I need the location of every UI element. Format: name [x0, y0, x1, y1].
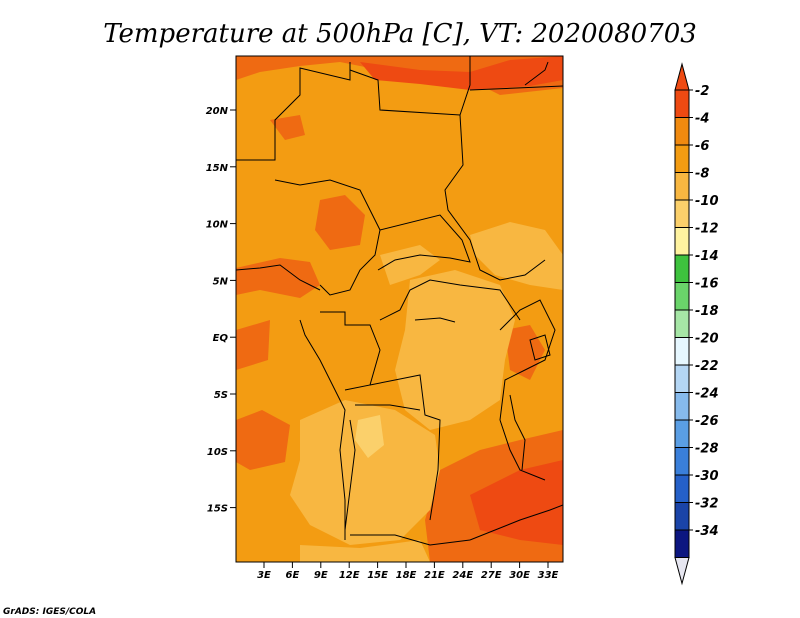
colorbar-label: -6 [695, 139, 709, 154]
cool-region-south [300, 540, 430, 562]
lat-tick-label: 5N [213, 276, 229, 287]
cool-region-angola [290, 400, 440, 545]
border-car [377, 214, 471, 271]
map-frame [235, 55, 564, 563]
colorbar-label: -16 [695, 277, 719, 292]
border-niger-chad [349, 56, 471, 116]
colorbar-swatch [674, 337, 690, 366]
hot-region-north [360, 56, 563, 90]
colorbar-label: -24 [695, 387, 719, 402]
coastline-gulf [236, 264, 321, 291]
lon-tick-label: 27E [481, 570, 502, 581]
border-zimbabwe [469, 504, 563, 541]
warm-region-angola-coast [236, 410, 290, 470]
colorbar-swatch [674, 89, 690, 118]
colorbar-swatch [674, 419, 690, 448]
lon-tick-label: 15E [367, 570, 388, 581]
lat-tick-label: 15N [206, 163, 229, 174]
colorbar-swatch [674, 117, 690, 146]
map-title: Temperature at 500hPa [C], VT: 202008070… [103, 19, 697, 49]
colorbar-label: -20 [695, 332, 719, 347]
hot-region-southeast [470, 460, 563, 545]
colorbar-swatch [674, 447, 690, 476]
lon-tick-label: 6E [286, 570, 300, 581]
colorbar-swatch [674, 282, 690, 311]
colorbar-label: -28 [695, 442, 719, 457]
colorbar-label: -22 [695, 359, 719, 374]
lat-tick-label: 15S [207, 504, 228, 515]
lat-tick-label: 10S [207, 447, 228, 458]
border-drc-angola [369, 374, 441, 521]
colorbar-swatch [674, 502, 690, 531]
warm-region-sahel [270, 115, 305, 140]
border-congo-north [379, 279, 521, 321]
border-namibia [350, 534, 471, 546]
river-congo [414, 317, 456, 323]
lon-tick-label: 3E [257, 570, 271, 581]
border-chad-sudan [444, 114, 546, 281]
lake-tanganyika [509, 394, 526, 471]
colorbar-label: -34 [695, 524, 719, 539]
colorbar-bottom-arrow [674, 557, 690, 586]
colorbar-swatch [674, 199, 690, 228]
border-angola-west [344, 419, 356, 531]
grads-credit: GrADS: IGES/COLA [3, 607, 96, 617]
colorbar-swatch [674, 144, 690, 173]
cool-region-east [470, 222, 563, 290]
lat-tick-label: EQ [213, 333, 229, 344]
colorbar-swatch [674, 529, 690, 558]
colorbar: -2 -4 -6 -8 -10 -12 -14 -16 -18 -20 -22 -24 -26 -28 -3… [674, 62, 719, 586]
colorbar-label: -10 [695, 194, 719, 209]
lon-tick-label: 18E [396, 570, 417, 581]
colorbar-top-arrow [674, 62, 690, 91]
lat-tick-label: 20N [206, 106, 229, 117]
colorbar-swatch [674, 254, 690, 283]
country-borders [236, 56, 563, 546]
colorbar-label: -14 [695, 249, 719, 264]
colorbar-label: -12 [695, 222, 719, 237]
border-northeast [524, 61, 549, 86]
colorbar-label: -32 [695, 497, 719, 512]
cooler-region-angola [355, 415, 384, 458]
latitude-axis: 20N 15N 10N 5N EQ 5S 10S 15S [206, 106, 236, 515]
lon-tick-label: 33E [538, 570, 559, 581]
colorbar-swatch [674, 172, 690, 201]
border-angola-north [355, 404, 421, 411]
colorbar-label: -18 [695, 304, 719, 319]
colorbar-label: -2 [695, 84, 709, 99]
border-lakes [499, 299, 556, 421]
colorbar-label: -26 [695, 414, 719, 429]
lat-tick-label: 5S [214, 390, 228, 401]
lon-tick-label: 9E [314, 570, 328, 581]
lon-tick-label: 12E [339, 570, 360, 581]
border-mali-niger [236, 62, 351, 161]
longitude-axis: 3E 6E 9E 12E 15E 18E 21E 24E 27E 30E 33E [257, 562, 559, 581]
colorbar-label: -30 [695, 469, 719, 484]
colorbar-swatch [674, 309, 690, 338]
border-libya-egypt [469, 85, 563, 91]
colorbar-swatch [674, 474, 690, 503]
colorbar-swatch [674, 227, 690, 256]
lat-tick-label: 10N [206, 220, 229, 231]
lon-tick-label: 24E [452, 570, 473, 581]
colorbar-label: -4 [695, 112, 709, 127]
warm-region-atlantic [236, 320, 270, 370]
cool-region-congo [395, 270, 515, 430]
lon-tick-label: 21E [424, 570, 445, 581]
border-tanzania [499, 419, 546, 481]
colorbar-swatch [674, 392, 690, 421]
warm-region-nigeria [315, 195, 365, 250]
colorbar-swatch [674, 364, 690, 393]
colorbar-label: -8 [695, 167, 709, 182]
lon-tick-label: 30E [509, 570, 530, 581]
temperature-field [236, 56, 563, 562]
coastline-west [299, 319, 346, 540]
lake-victoria [529, 334, 551, 361]
